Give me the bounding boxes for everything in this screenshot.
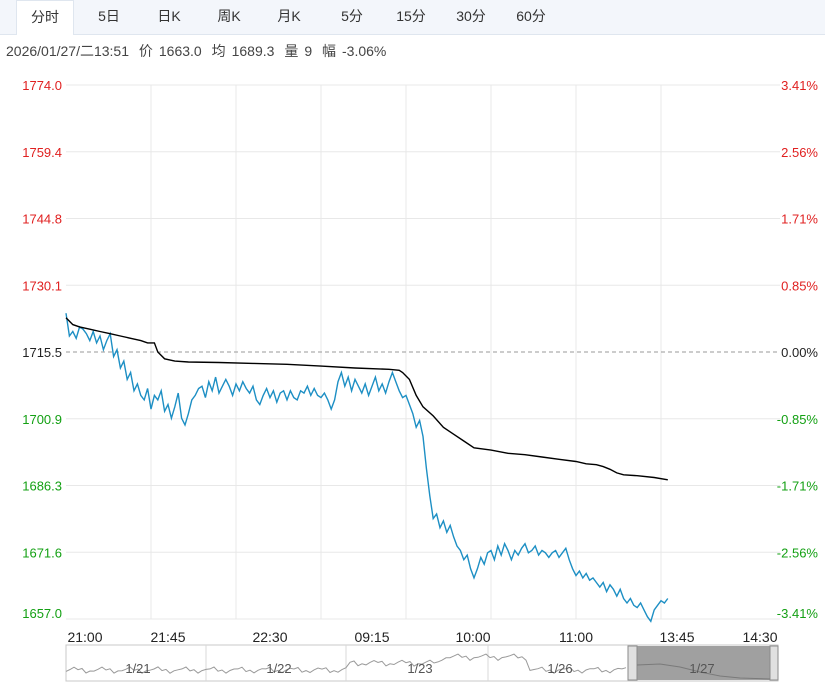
- y-tick-label-right: 3.41%: [781, 78, 818, 93]
- y-tick-label-left: 1657.0: [22, 606, 62, 621]
- y-tick-label-left: 1744.8: [22, 212, 62, 227]
- x-tick-label: 21:00: [67, 629, 102, 645]
- tab-3[interactable]: 周K: [217, 8, 241, 24]
- y-tick-label-left: 1774.0: [22, 78, 62, 93]
- volume-value: 9: [304, 43, 313, 59]
- navigator-selection[interactable]: [637, 646, 770, 680]
- avg-label: 均: [211, 43, 226, 59]
- y-tick-label-right: 0.00%: [781, 345, 818, 360]
- y-tick-label-right: -0.85%: [777, 412, 819, 427]
- navigator-trend-line: [65, 653, 627, 674]
- volume-label: 量: [284, 43, 299, 59]
- x-tick-label: 09:15: [354, 629, 389, 645]
- tab-5[interactable]: 5分: [341, 8, 363, 24]
- y-tick-label-right: 2.56%: [781, 145, 818, 160]
- navigator-handle-right[interactable]: [769, 645, 779, 681]
- navigator-date-label: 1/27: [689, 661, 714, 676]
- y-tick-label-right: -2.56%: [777, 545, 819, 560]
- y-tick-label-left: 1715.5: [22, 345, 62, 360]
- intraday-chart[interactable]: 1774.0 3.41% 1759.4 2.56% 1744.8 1.71% 1730.1 0…: [0, 74, 825, 686]
- tab-4[interactable]: 月K: [277, 8, 301, 24]
- price-line: [65, 313, 669, 623]
- y-tick-label-left: 1686.3: [22, 479, 62, 494]
- tab-0[interactable]: 分时: [16, 0, 74, 35]
- tab-2[interactable]: 日K: [157, 8, 181, 24]
- tab-1[interactable]: 5日: [98, 8, 120, 24]
- price-value: 1663.0: [158, 43, 202, 59]
- navigator-date-label: 1/22: [266, 661, 291, 676]
- avg-value: 1689.3: [231, 43, 275, 59]
- tab-8[interactable]: 60分: [516, 8, 546, 24]
- tab-7[interactable]: 30分: [456, 8, 486, 24]
- x-tick-label: 11:00: [559, 629, 593, 645]
- y-tick-label-left: 1671.6: [22, 545, 62, 560]
- navigator-date-label: 1/26: [547, 661, 572, 676]
- y-tick-label-left: 1759.4: [22, 145, 62, 160]
- navigator-handle-left[interactable]: [627, 645, 638, 681]
- amplitude-label: 幅: [322, 43, 337, 59]
- price-label: 价: [138, 43, 153, 59]
- y-tick-label-left: 1730.1: [22, 278, 62, 293]
- x-tick-label: 10:00: [455, 629, 490, 645]
- amplitude-value: -3.06%: [342, 43, 387, 59]
- y-tick-label-right: -3.41%: [777, 606, 819, 621]
- x-tick-label: 13:45: [659, 629, 694, 645]
- navigator-date-label: 1/21: [125, 661, 150, 676]
- quote-datetime: 2026/01/27/二13:51: [6, 43, 129, 59]
- y-tick-label-right: -1.71%: [777, 479, 819, 494]
- tab-6[interactable]: 15分: [396, 8, 426, 24]
- y-tick-label-right: 1.71%: [781, 212, 818, 227]
- x-tick-label: 14:30: [742, 629, 777, 645]
- period-tab-bar: 分时 5日 日K 周K 月K 5分 15分 30分 60分: [0, 0, 825, 35]
- x-tick-label: 21:45: [150, 629, 185, 645]
- y-tick-label-left: 1700.9: [22, 412, 62, 427]
- x-tick-label: 22:30: [252, 629, 287, 645]
- avg-price-line: [65, 317, 668, 481]
- navigator-date-label: 1/23: [407, 661, 432, 676]
- navigator-trend-line-selected: [636, 663, 771, 680]
- y-tick-label-right: 0.85%: [781, 278, 818, 293]
